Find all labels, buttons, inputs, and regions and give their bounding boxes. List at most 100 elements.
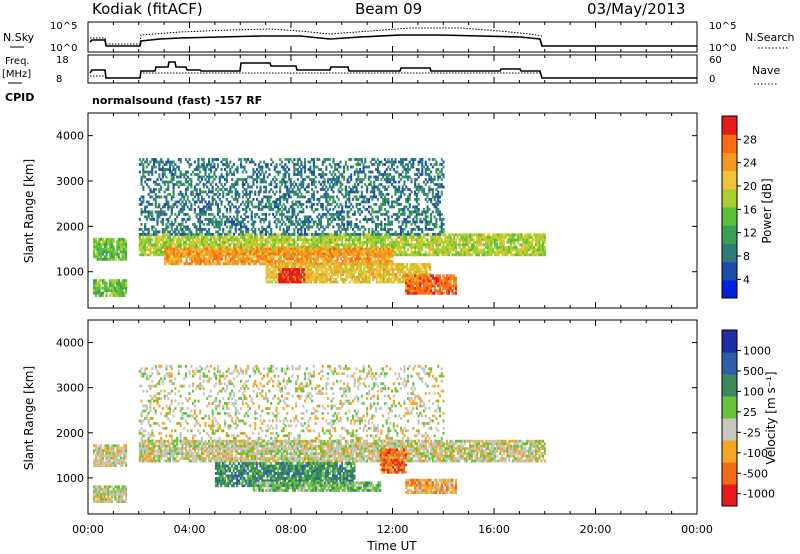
power-echo-cell bbox=[270, 158, 273, 161]
power-echo-cell bbox=[343, 268, 346, 271]
power-echo-cell bbox=[260, 257, 263, 261]
power-echo-cell bbox=[215, 183, 218, 186]
power-echo-cell bbox=[197, 235, 200, 239]
power-echo-cell bbox=[299, 278, 302, 281]
power-echo-cell bbox=[518, 250, 521, 254]
power-echo-cell bbox=[288, 190, 291, 194]
power-echo-cell bbox=[200, 175, 203, 179]
power-echo-cell bbox=[320, 254, 323, 258]
power-echo-cell bbox=[364, 240, 367, 244]
power-echo-cell bbox=[424, 284, 427, 288]
power-echo-cell bbox=[428, 289, 431, 293]
power-echo-cell bbox=[186, 198, 189, 201]
power-echo-cell bbox=[149, 210, 152, 214]
power-echo-cell bbox=[431, 243, 434, 247]
power-echo-cell bbox=[277, 254, 280, 258]
power-echo-cell bbox=[183, 230, 186, 234]
power-echo-cell bbox=[395, 278, 398, 281]
power-echo-cell bbox=[123, 242, 126, 246]
power-echo-cell bbox=[444, 233, 447, 237]
power-echo-cell bbox=[103, 284, 106, 287]
power-echo-cell bbox=[300, 193, 303, 196]
power-echo-cell bbox=[428, 291, 431, 295]
power-echo-cell bbox=[264, 190, 267, 194]
power-echo-cell bbox=[267, 280, 270, 284]
power-echo-cell bbox=[231, 225, 234, 229]
power-echo-cell bbox=[249, 259, 252, 263]
power-echo-cell bbox=[320, 268, 323, 271]
power-echo-cell bbox=[435, 250, 438, 254]
power-echo-cell bbox=[265, 270, 268, 274]
power-echo-cell bbox=[470, 245, 473, 249]
power-echo-cell bbox=[147, 215, 150, 219]
power-echo-cell bbox=[228, 247, 231, 251]
power-echo-cell bbox=[454, 286, 457, 290]
power-echo-cell bbox=[211, 248, 214, 252]
power-echo-cell bbox=[243, 168, 246, 171]
power-echo-cell bbox=[290, 252, 293, 256]
power-echo-cell bbox=[161, 210, 164, 214]
power-echo-cell bbox=[264, 188, 267, 191]
power-echo-cell bbox=[259, 168, 262, 171]
power-echo-cell bbox=[295, 225, 298, 229]
power-echo-cell bbox=[308, 268, 311, 271]
power-echo-cell bbox=[218, 210, 221, 214]
power-echo-cell bbox=[296, 160, 299, 164]
power-echo-cell bbox=[195, 243, 198, 247]
power-echo-cell bbox=[158, 215, 161, 219]
power-echo-cell bbox=[154, 203, 157, 206]
power-echo-cell bbox=[291, 190, 294, 194]
power-echo-cell bbox=[421, 291, 424, 295]
power-echo-cell bbox=[387, 259, 390, 263]
power-echo-cell bbox=[181, 195, 184, 199]
power-echo-cell bbox=[291, 160, 294, 164]
power-echo-cell bbox=[504, 253, 507, 257]
power-echo-cell bbox=[386, 265, 389, 269]
power-echo-cell bbox=[311, 265, 314, 269]
power-echo-cell bbox=[333, 278, 336, 281]
power-echo-cell bbox=[393, 273, 396, 276]
power-echo-cell bbox=[234, 205, 237, 209]
power-echo-cell bbox=[189, 252, 192, 256]
power-echo-cell bbox=[138, 198, 141, 201]
power-echo-cell bbox=[248, 233, 251, 237]
power-echo-cell bbox=[177, 245, 180, 249]
power-echo-cell bbox=[125, 289, 128, 292]
power-echo-cell bbox=[270, 252, 273, 256]
power-echo-cell bbox=[408, 235, 411, 239]
power-echo-cell bbox=[543, 233, 546, 237]
power-echo-cell bbox=[165, 245, 168, 249]
power-echo-cell bbox=[241, 238, 244, 242]
power-echo-cell bbox=[167, 208, 170, 211]
power-echo-cell bbox=[427, 263, 430, 266]
power-echo-cell bbox=[189, 250, 192, 253]
power-echo-cell bbox=[338, 250, 341, 253]
power-echo-cell bbox=[195, 225, 198, 229]
power-echo-cell bbox=[165, 254, 168, 258]
power-echo-cell bbox=[296, 158, 299, 161]
power-echo-cell bbox=[266, 200, 269, 204]
power-echo-cell bbox=[184, 180, 187, 184]
power-echo-cell bbox=[160, 208, 163, 211]
power-echo-cell bbox=[263, 233, 266, 237]
power-echo-cell bbox=[446, 284, 449, 288]
power-echo-cell bbox=[368, 252, 371, 256]
power-echo-cell bbox=[160, 245, 163, 249]
power-echo-cell bbox=[258, 262, 261, 266]
power-echo-cell bbox=[194, 262, 197, 266]
power-echo-cell bbox=[163, 230, 166, 234]
power-echo-cell bbox=[286, 263, 289, 266]
power-echo-cell bbox=[361, 280, 364, 284]
power-echo-cell bbox=[225, 163, 228, 166]
power-echo-cell bbox=[529, 248, 532, 252]
power-echo-cell bbox=[524, 248, 527, 252]
power-echo-cell bbox=[357, 248, 360, 252]
power-echo-cell bbox=[181, 254, 184, 258]
power-echo-cell bbox=[363, 263, 366, 266]
power-echo-cell bbox=[229, 205, 232, 209]
power-echo-cell bbox=[243, 225, 246, 229]
power-echo-cell bbox=[421, 286, 424, 290]
power-echo-cell bbox=[315, 270, 318, 274]
power-echo-cell bbox=[510, 238, 513, 242]
power-echo-cell bbox=[313, 247, 316, 251]
